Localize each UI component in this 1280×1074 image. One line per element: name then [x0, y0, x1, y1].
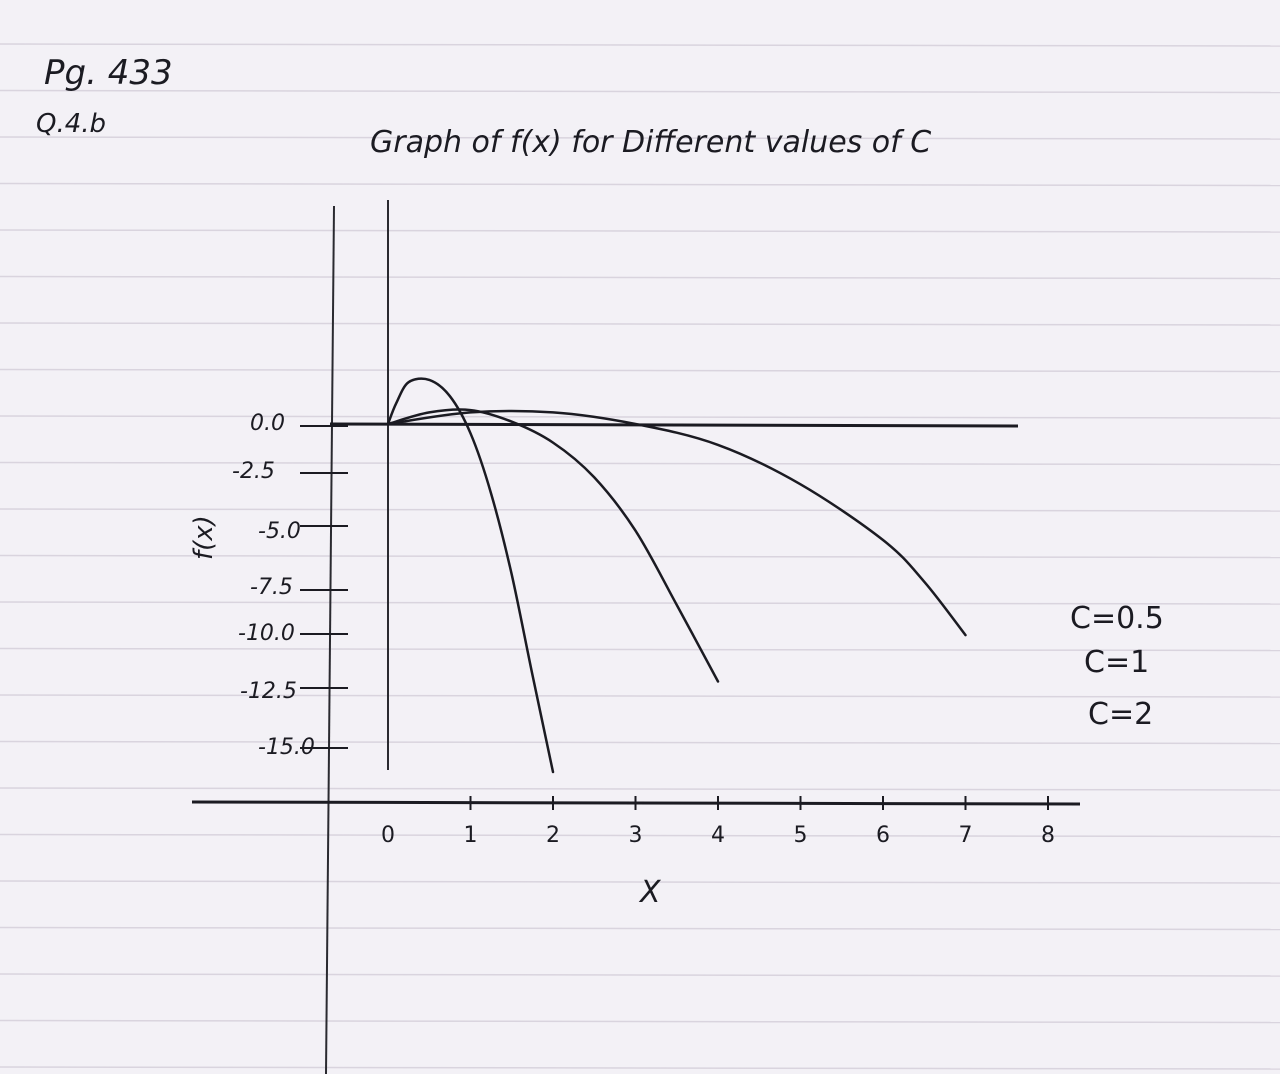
ruled-line [0, 275, 1280, 280]
ruled-line [0, 182, 1280, 187]
legend: C=0.5 C=1 C=2 [1070, 601, 1164, 732]
y-tick-label: -2.5 [232, 459, 275, 484]
x-axis-label: X [638, 875, 662, 910]
x-tick-label: 8 [1041, 823, 1055, 848]
ruled-lines [0, 43, 1280, 1070]
ruled-line [0, 508, 1280, 512]
ruled-line [0, 136, 1280, 140]
y-tick-label: -10.0 [238, 621, 295, 646]
ruled-line [0, 740, 1280, 745]
y-tick-label: -12.5 [240, 679, 297, 704]
legend-entry: C=2 [1088, 697, 1153, 732]
legend-entry: C=0.5 [1070, 601, 1164, 636]
x-tick-label: 1 [464, 823, 478, 848]
y-axis-label: f(x) [189, 515, 219, 560]
ruled-line [0, 229, 1280, 233]
y-tick-label: -7.5 [250, 575, 293, 600]
series-line-c-0-5 [386, 409, 967, 637]
ruled-line [0, 1066, 1280, 1070]
ruled-line [0, 322, 1280, 326]
ruled-line [0, 880, 1280, 884]
ruled-line [0, 368, 1280, 373]
x-axis-ticks: 0 1 2 3 4 5 6 7 8 [381, 796, 1055, 848]
chart-title: Graph of f(x) for Different values of C [370, 125, 931, 160]
ruled-line [0, 973, 1280, 977]
ruled-line [0, 461, 1280, 466]
ruled-line [0, 647, 1280, 652]
y-axis-ticks: 0.0-2.5-5.0-7.5-10.0-12.5-15.0 [232, 411, 348, 760]
x-tick-label: 0 [381, 823, 395, 848]
x-tick-label: 7 [959, 823, 973, 848]
ruled-line [0, 694, 1280, 698]
ruled-line [0, 787, 1280, 791]
ruled-line [0, 554, 1280, 559]
ruled-line [0, 415, 1280, 419]
question-reference: Q.4.b [36, 109, 106, 139]
x-tick-label: 6 [876, 823, 890, 848]
page-reference: Pg. 433 [44, 53, 173, 93]
ruled-line [0, 926, 1280, 931]
zero-baseline [329, 422, 1019, 428]
ruled-line [0, 833, 1280, 838]
series-line-c-2 [386, 377, 555, 774]
x-tick-label: 5 [794, 823, 808, 848]
ruled-line [0, 1019, 1280, 1024]
ruled-line [0, 89, 1280, 94]
series-line-c-1 [386, 408, 720, 683]
x-tick-label: 2 [546, 823, 560, 848]
page-margin-line [325, 205, 335, 1074]
x-tick-label: 4 [711, 823, 725, 848]
plot-curves [386, 377, 967, 774]
ruled-line [0, 601, 1280, 605]
ruled-line [0, 43, 1280, 47]
y-tick-label: 0.0 [250, 411, 285, 436]
x-tick-label: 3 [629, 823, 643, 848]
y-tick-label: -5.0 [258, 519, 301, 544]
legend-entry: C=1 [1084, 645, 1149, 680]
